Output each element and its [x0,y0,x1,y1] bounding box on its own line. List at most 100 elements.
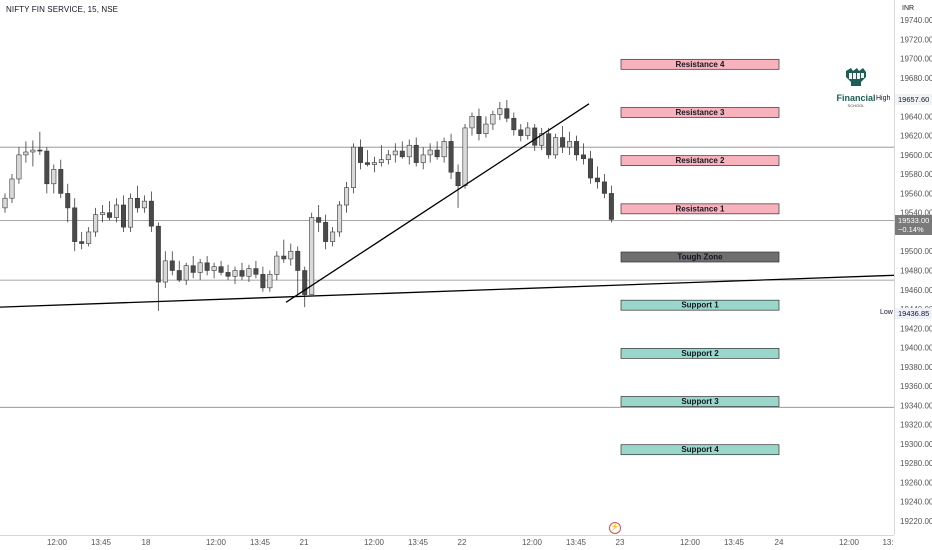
candle-body [232,270,238,277]
candle-body [65,193,71,209]
candle-body [127,197,133,228]
price-tick: 19420.00 [900,324,932,333]
support-1-label: Support 1 [681,301,719,310]
candle-body [190,265,196,273]
candle-body [58,169,64,194]
candle-body [504,108,510,119]
candle-body [476,116,482,134]
candle-body [406,144,412,158]
time-tick: 13:45 [566,538,587,547]
price-tick: 19400.00 [900,344,932,353]
candle-body [246,268,252,277]
candle-body [483,123,489,134]
candle-body [107,212,113,218]
candle-body [141,200,147,209]
candle-body [204,262,210,271]
candle-body [37,149,43,152]
price-tick: 19680.00 [900,74,932,83]
candle-body [225,272,231,277]
current-price-value: 19533.00 [898,216,930,225]
candle-body [434,149,440,158]
candle-body [176,270,182,281]
candle-body [364,162,370,165]
candle-body [574,141,580,156]
price-tick: 19260.00 [900,478,932,487]
lightning-icon[interactable]: ⚡ [609,522,621,534]
candle-body [260,274,266,289]
price-tick: 19640.00 [900,112,932,121]
support-4-label: Support 4 [681,445,719,454]
tough-zone-label: Tough Zone [677,253,723,262]
price-tick: 19460.00 [900,286,932,295]
price-tick: 19220.00 [900,517,932,526]
candle-body [560,137,566,148]
symbol-title: NIFTY FIN SERVICE, 15, NSE [6,5,119,14]
price-tick: 19480.00 [900,267,932,276]
candle-body [114,204,120,218]
low-value-badge: 19436.85 [895,308,932,319]
chart-area[interactable]: Resistance 4 Resistance 3 Resistance 2 Resi… [0,0,894,535]
price-tick: 19380.00 [900,363,932,372]
candle-body [469,116,475,129]
candle-body [490,114,496,125]
support-2-label: Support 2 [681,349,719,358]
candle-body [420,154,426,163]
price-axis[interactable]: 19740.0019720.0019700.0019680.0019660.00… [894,0,932,535]
time-tick: 13:45 [250,538,271,547]
candle-body [44,150,50,185]
candle-body [427,149,433,156]
time-axis[interactable]: 12:00 13:45 18 12:00 13:45 21 12:00 13:45 22 12:0… [0,535,894,550]
candle-body [267,274,273,289]
price-tick: 19340.00 [900,401,932,410]
candle-body [316,217,322,223]
candle-body [546,133,552,156]
candle-body [302,270,308,295]
candle-body [553,137,559,156]
candle-body [413,144,419,163]
financial-school-logo: Financial SCHOOL [834,67,878,117]
tough-zone-box [620,251,780,263]
candle-body [162,260,168,283]
price-tick: 19320.00 [900,421,932,430]
candle-body [385,154,391,161]
candle-body [72,207,78,242]
candle-body [2,197,8,209]
candle-body [344,187,350,206]
candle-body [79,241,85,244]
time-tick: 12:00 [364,538,385,547]
high-label: High [876,95,891,102]
candle-body [601,181,607,194]
candle-body [169,260,175,271]
candle-body [448,141,454,173]
candle-body [197,262,203,273]
price-tick: 19620.00 [900,132,932,141]
candle-body [539,133,545,146]
time-tick: 12:00 [206,538,227,547]
candle-body [323,222,329,242]
candle-body [23,151,29,156]
candle-body [455,171,461,187]
currency-label: INR [902,5,915,12]
support-3-label: Support 3 [681,397,719,406]
price-tick: 19500.00 [900,247,932,256]
candle-body [337,204,343,233]
price-chart[interactable]: Resistance 4 Resistance 3 Resistance 2 Resi… [0,0,894,535]
price-tick: 19720.00 [900,35,932,44]
candle-body [399,150,405,158]
price-tick: 19700.00 [900,55,932,64]
candle-body [497,108,503,115]
candle-body [120,204,126,228]
price-tick: 19280.00 [900,459,932,468]
candle-body [281,255,287,260]
resistance-1-label: Resistance 1 [676,204,725,213]
time-tick: 13:45 [724,538,745,547]
candle-body [581,154,587,160]
candle-body [532,127,538,146]
candle-body [51,169,57,185]
candle-body [518,129,524,136]
current-price-change: −0.14% [898,225,924,234]
resistance-4-box [620,58,780,70]
candle-body [288,250,294,260]
candle-body [567,141,573,148]
candle-body [9,178,15,199]
